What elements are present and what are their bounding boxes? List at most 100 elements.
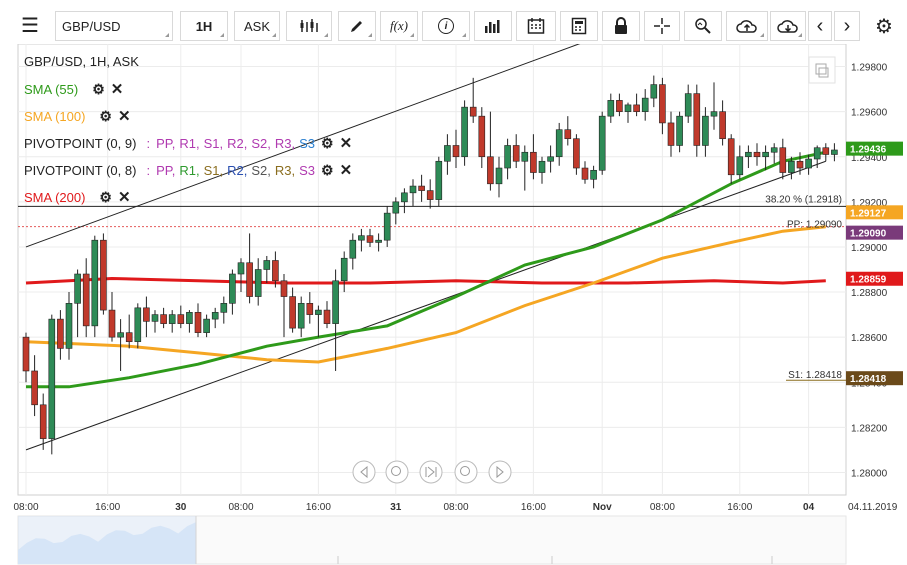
candle-body: [358, 235, 365, 241]
candle: [659, 77, 666, 135]
candle-body: [564, 129, 572, 140]
next-button[interactable]: ›: [834, 11, 860, 41]
gear-icon[interactable]: ⚙: [92, 80, 105, 97]
pivot-part: R1,: [179, 135, 200, 151]
s1-level-label: S1: 1.28418: [788, 370, 842, 381]
candle: [710, 82, 718, 130]
download-button[interactable]: [770, 11, 806, 41]
candle: [521, 145, 529, 191]
candle-body: [323, 309, 331, 324]
zoom-button[interactable]: [684, 11, 722, 41]
nav-back-button[interactable]: [352, 460, 376, 484]
candle: [736, 145, 744, 180]
close-icon[interactable]: ✕: [117, 189, 131, 206]
chart-type-button[interactable]: [286, 11, 332, 41]
candle: [684, 84, 692, 123]
gear-icon[interactable]: ⚙: [321, 161, 334, 178]
nav-forward-button[interactable]: [488, 460, 512, 484]
lock-button[interactable]: [602, 11, 640, 41]
candle-body: [31, 370, 38, 406]
close-icon[interactable]: ✕: [339, 162, 353, 179]
candle-body: [349, 239, 357, 259]
draw-icon: [351, 21, 362, 32]
price-tag: 1.28418: [846, 371, 903, 386]
y-tick-label: 1.29800: [851, 63, 888, 74]
nav-back-icon: [360, 465, 368, 479]
candle: [57, 310, 64, 360]
crosshair-button[interactable]: [644, 11, 680, 41]
candle: [39, 393, 47, 450]
symbol-select[interactable]: GBP/USD: [55, 11, 173, 41]
candle-body: [444, 145, 451, 162]
candle-body: [788, 160, 795, 173]
pivot-part: R3,: [274, 162, 296, 178]
sma55-line: [26, 150, 827, 389]
candle-body: [805, 158, 812, 169]
legend-pivot-2[interactable]: PIVOTPOINT (0, 8) : PP, R1, S1, R2, S2, R3, S3…: [24, 161, 353, 180]
bars-button[interactable]: [474, 11, 512, 41]
legend-sma55[interactable]: SMA (55) ⚙ ✕: [24, 80, 124, 99]
candle: [229, 269, 236, 315]
candle-body: [186, 312, 193, 324]
zoom-out-button[interactable]: [385, 460, 409, 484]
sma55-label: SMA (55): [24, 81, 79, 97]
fullscreen-button[interactable]: [808, 56, 836, 84]
indicator-lines: [18, 44, 846, 451]
candle-body: [315, 309, 322, 315]
menu-button[interactable]: ☰: [12, 11, 48, 41]
candle-body: [504, 145, 511, 169]
candle: [667, 111, 675, 157]
navigator-window[interactable]: [18, 516, 196, 564]
timeframe-select[interactable]: 1H: [180, 11, 228, 41]
candle: [349, 233, 357, 270]
price-tag-bg: [846, 271, 903, 286]
candle: [538, 156, 546, 184]
candle: [48, 314, 56, 455]
candle: [22, 332, 30, 383]
zoom-in-button[interactable]: [454, 460, 478, 484]
bars-icon: [485, 20, 500, 33]
candle-body: [100, 239, 107, 311]
candle-body: [538, 160, 546, 173]
prev-button[interactable]: ‹: [808, 11, 832, 41]
chart-area[interactable]: 1.29800 1.29600 1.29400 1.29200 1.29000 1.288…: [0, 44, 907, 565]
candle-body: [340, 257, 348, 282]
gear-icon[interactable]: ⚙: [321, 134, 334, 151]
y-tick-label: 1.28800: [851, 288, 888, 299]
indicators-button[interactable]: f(x): [380, 11, 418, 41]
price-type-select[interactable]: ASK: [234, 11, 280, 41]
zoom-in-icon: [460, 466, 470, 476]
close-icon[interactable]: ✕: [110, 81, 124, 98]
close-icon[interactable]: ✕: [339, 135, 353, 152]
candle-body: [822, 147, 830, 155]
candle: [332, 269, 339, 371]
prev-icon: ‹: [816, 14, 824, 37]
toolbar: ☰ GBP/USD 1H ASK f(x) i ‹: [0, 0, 907, 44]
candle-body: [435, 160, 443, 200]
pivot-part: PP,: [156, 135, 176, 151]
calendar-button[interactable]: [516, 11, 556, 41]
info-icon: i: [438, 18, 454, 34]
candle-body: [693, 93, 701, 146]
price-tag-label: 1.28418: [850, 374, 887, 385]
calculator-button[interactable]: [560, 11, 598, 41]
price-tag-bg: [846, 205, 903, 220]
gear-icon[interactable]: ⚙: [99, 107, 112, 124]
legend-sma100[interactable]: SMA (100) ⚙ ✕: [24, 107, 131, 126]
legend-sma200[interactable]: SMA (200) ⚙ ✕: [24, 188, 131, 207]
sma100-label: SMA (100): [24, 108, 86, 124]
candle-body: [702, 115, 709, 146]
price-tag: 1.29436: [846, 141, 903, 156]
reset-button[interactable]: [419, 460, 443, 484]
settings-button[interactable]: ⚙: [870, 11, 898, 41]
legend-title: GBP/USD, 1H, ASK: [24, 54, 139, 69]
candle-body: [297, 303, 305, 329]
candle: [607, 93, 615, 123]
info-button[interactable]: i: [422, 11, 470, 41]
legend-pivot-1[interactable]: PIVOTPOINT (0, 9) : PP, R1, S1, R2, S2, R3, S3…: [24, 134, 353, 153]
gear-icon[interactable]: ⚙: [99, 188, 112, 205]
close-icon[interactable]: ✕: [117, 108, 131, 125]
upload-button[interactable]: [726, 11, 768, 41]
draw-button[interactable]: [338, 11, 376, 41]
navigator[interactable]: [17, 515, 847, 565]
